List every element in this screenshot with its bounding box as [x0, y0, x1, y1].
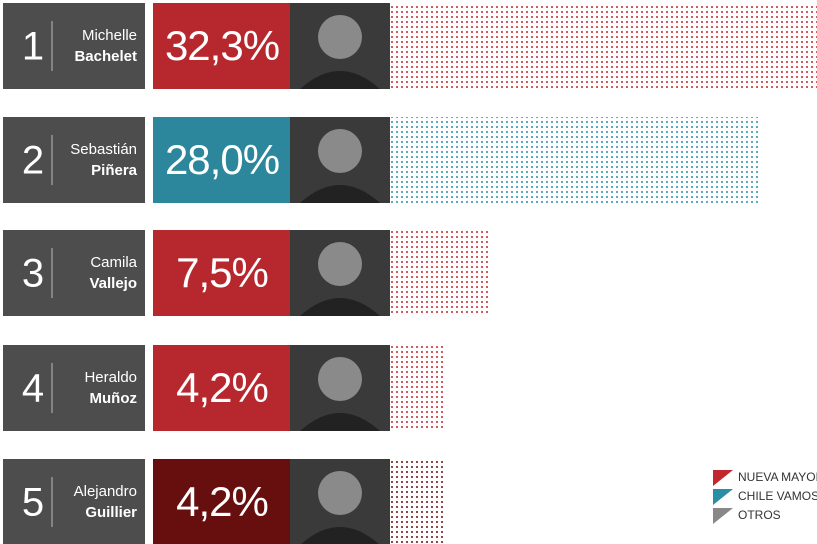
rank: 3	[22, 252, 44, 296]
rank-box	[3, 3, 145, 89]
photo-head	[318, 242, 362, 286]
photo-body	[300, 71, 380, 89]
last-name: Vallejo	[89, 275, 137, 292]
value-label: 4,2%	[176, 478, 268, 525]
last-name: Bachelet	[74, 48, 137, 65]
legend-label: OTROS	[738, 508, 781, 522]
value-label: 4,2%	[176, 364, 268, 411]
first-name: Camila	[90, 254, 137, 271]
legend-swatch	[713, 508, 733, 524]
photo-body	[300, 298, 380, 316]
bar	[390, 345, 446, 431]
bar	[390, 117, 761, 203]
photo-body	[301, 527, 379, 544]
rank-box	[3, 117, 145, 203]
photo-head	[318, 129, 362, 173]
legend-swatch	[713, 489, 733, 505]
rank-box	[3, 459, 145, 544]
first-name: Heraldo	[84, 369, 137, 386]
bar	[390, 459, 446, 544]
color-panel	[153, 117, 290, 203]
first-name: Michelle	[82, 27, 137, 44]
value-label: 32,3%	[165, 22, 279, 69]
legend-label: NUEVA MAYORÍA	[738, 469, 817, 484]
color-panel	[153, 345, 290, 431]
first-name: Sebastián	[70, 141, 137, 158]
value-label: 7,5%	[176, 249, 268, 296]
last-name: Muñoz	[90, 390, 137, 407]
last-name: Piñera	[91, 162, 138, 179]
photo-head	[318, 357, 362, 401]
photo-body	[300, 413, 380, 431]
rank-box	[3, 230, 145, 316]
bar	[390, 230, 490, 316]
rank: 2	[22, 139, 44, 183]
bar	[390, 3, 817, 89]
rank: 5	[22, 481, 44, 525]
photo-body	[300, 185, 380, 203]
rank: 4	[22, 367, 44, 411]
color-panel	[153, 459, 290, 544]
last-name: Guillier	[85, 504, 137, 521]
first-name: Alejandro	[74, 483, 137, 500]
legend-label: CHILE VAMOS Y	[738, 489, 817, 503]
rank: 1	[22, 25, 44, 69]
legend-swatch	[713, 470, 733, 486]
rank-box	[3, 345, 145, 431]
photo-head	[318, 15, 362, 59]
color-panel	[153, 3, 290, 89]
photo-head	[318, 471, 362, 515]
value-label: 28,0%	[165, 136, 279, 183]
color-panel	[153, 230, 290, 316]
